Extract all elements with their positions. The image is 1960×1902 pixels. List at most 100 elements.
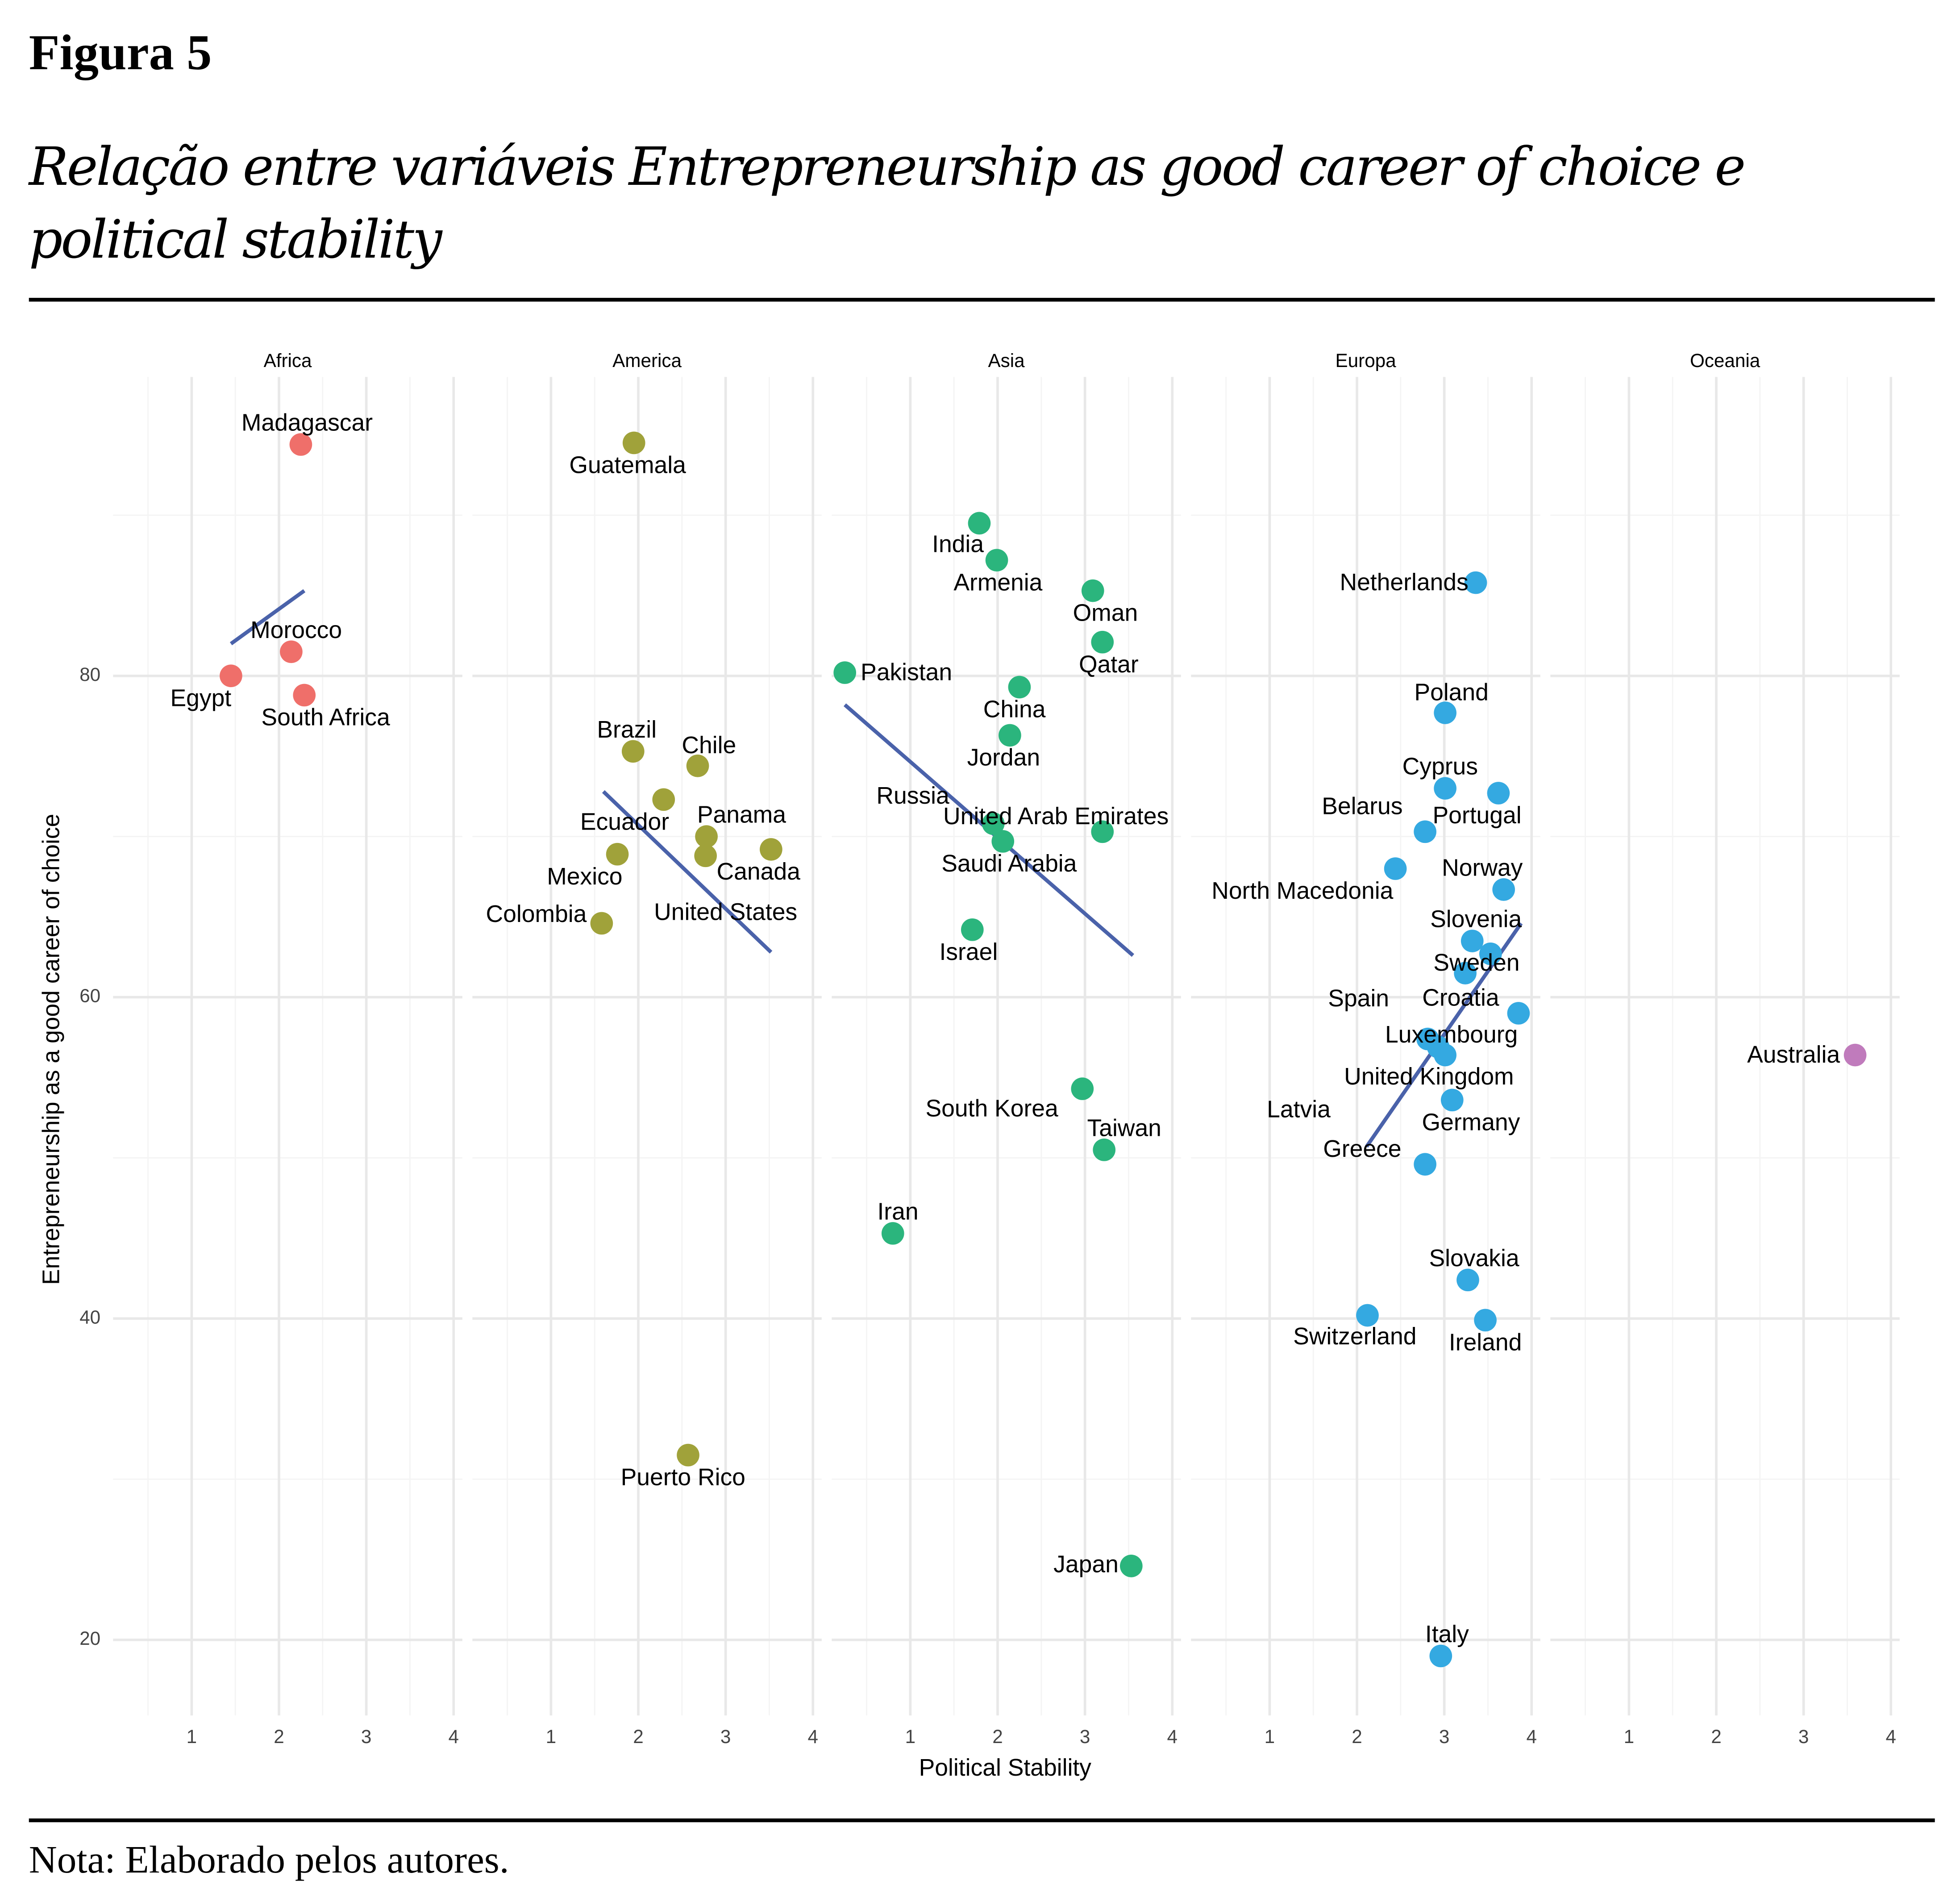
point-label: Netherlands bbox=[1340, 569, 1468, 596]
x-tick-label: 3 bbox=[1439, 1726, 1449, 1747]
x-tick-label: 4 bbox=[449, 1726, 459, 1747]
trend-line bbox=[229, 589, 306, 646]
point bbox=[1440, 1089, 1464, 1112]
point-label: Cyprus bbox=[1402, 754, 1478, 780]
x-tick-label: 3 bbox=[720, 1726, 731, 1747]
x-tick-label: 3 bbox=[1798, 1726, 1809, 1747]
y-tick-label: 60 bbox=[79, 985, 100, 1006]
rule bbox=[29, 1818, 1935, 1823]
point bbox=[1492, 878, 1515, 901]
point bbox=[1474, 1309, 1497, 1332]
point-label: Ecuador bbox=[580, 809, 669, 835]
point bbox=[1071, 1077, 1094, 1100]
trend-line bbox=[602, 790, 773, 954]
point bbox=[1479, 942, 1502, 965]
point-label: Latvia bbox=[1267, 1097, 1331, 1123]
point-label: Panama bbox=[697, 802, 786, 828]
point bbox=[982, 812, 1005, 835]
point-label: Egypt bbox=[170, 685, 231, 711]
x-tick-label: 2 bbox=[274, 1726, 284, 1747]
point-label: Qatar bbox=[1079, 651, 1139, 678]
x-tick-label: 1 bbox=[187, 1726, 197, 1747]
point bbox=[991, 830, 1015, 853]
point-label: Puerto Rico bbox=[621, 1464, 745, 1491]
point bbox=[621, 740, 645, 763]
point-label: Sweden bbox=[1433, 950, 1519, 976]
point-label: Germany bbox=[1422, 1109, 1520, 1135]
point-label: Iran bbox=[877, 1199, 918, 1225]
point-label: Madagascar bbox=[241, 410, 373, 436]
point bbox=[1843, 1043, 1867, 1067]
point bbox=[652, 788, 675, 811]
point-label: Slovenia bbox=[1430, 906, 1522, 933]
x-tick-label: 2 bbox=[992, 1726, 1003, 1747]
point bbox=[606, 843, 629, 866]
point-label: Russia bbox=[876, 783, 949, 809]
point bbox=[1414, 1153, 1436, 1176]
point-label: Chile bbox=[682, 732, 736, 759]
point-label: Canada bbox=[717, 859, 801, 885]
point-label: Switzerland bbox=[1293, 1323, 1416, 1350]
x-tick-label: 4 bbox=[1527, 1726, 1537, 1747]
x-tick-label: 2 bbox=[1352, 1726, 1362, 1747]
point-label: Mexico bbox=[547, 863, 622, 890]
x-tick-label: 1 bbox=[905, 1726, 915, 1747]
facet-title: America bbox=[612, 350, 682, 371]
x-tick-label: 1 bbox=[546, 1726, 556, 1747]
x-tick-label: 1 bbox=[1624, 1726, 1634, 1747]
x-tick-label: 3 bbox=[1080, 1726, 1090, 1747]
point bbox=[1091, 820, 1114, 843]
point-label: United Arab Emirates bbox=[943, 803, 1169, 830]
point bbox=[695, 825, 718, 848]
point-label: Jordan bbox=[967, 745, 1040, 771]
point bbox=[1356, 1304, 1379, 1327]
point-label: Luxembourg bbox=[1385, 1022, 1518, 1048]
point-label: Morocco bbox=[250, 617, 342, 643]
point-label: Belarus bbox=[1322, 793, 1402, 819]
y-axis-label: Entrepreneurship as a good career of cho… bbox=[38, 814, 64, 1285]
point bbox=[1464, 571, 1487, 594]
x-tick-label: 1 bbox=[1265, 1726, 1275, 1747]
point bbox=[961, 918, 984, 941]
figure-number: Figura 5 bbox=[29, 24, 212, 81]
point-label: Saudi Arabia bbox=[941, 851, 1077, 877]
facet-title: Oceania bbox=[1690, 350, 1760, 371]
point-label: India bbox=[932, 531, 984, 558]
point bbox=[622, 431, 645, 455]
x-axis-label: Political Stability bbox=[919, 1755, 1092, 1781]
point-label: Greece bbox=[1323, 1136, 1401, 1162]
point bbox=[289, 433, 312, 456]
point bbox=[686, 754, 709, 777]
x-tick-label: 4 bbox=[808, 1726, 818, 1747]
point bbox=[280, 640, 303, 663]
point bbox=[1119, 1555, 1143, 1577]
point-label: Poland bbox=[1414, 679, 1488, 705]
point bbox=[1456, 1268, 1479, 1292]
point bbox=[1487, 782, 1510, 805]
x-tick-label: 4 bbox=[1167, 1726, 1178, 1747]
point-label: Spain bbox=[1328, 985, 1389, 1012]
facet-title: Africa bbox=[264, 350, 312, 371]
point bbox=[1384, 857, 1407, 880]
point bbox=[220, 664, 242, 688]
point-label: United States bbox=[654, 899, 797, 925]
point-label: Israel bbox=[939, 939, 998, 965]
point-label: Australia bbox=[1747, 1042, 1840, 1068]
point-label: Norway bbox=[1442, 855, 1523, 881]
point bbox=[985, 549, 1008, 571]
point bbox=[1093, 1139, 1116, 1161]
point-label: South Africa bbox=[261, 705, 390, 731]
point-label: Slovakia bbox=[1429, 1245, 1519, 1272]
point-label: Brazil bbox=[597, 717, 657, 743]
point-label: Pakistan bbox=[861, 659, 952, 685]
point bbox=[1461, 930, 1484, 952]
point bbox=[1507, 1002, 1530, 1025]
point-label: Croatia bbox=[1422, 985, 1499, 1011]
y-tick-label: 20 bbox=[79, 1628, 100, 1649]
point-label: Colombia bbox=[486, 901, 587, 927]
point bbox=[293, 684, 316, 707]
point bbox=[1429, 1644, 1452, 1668]
